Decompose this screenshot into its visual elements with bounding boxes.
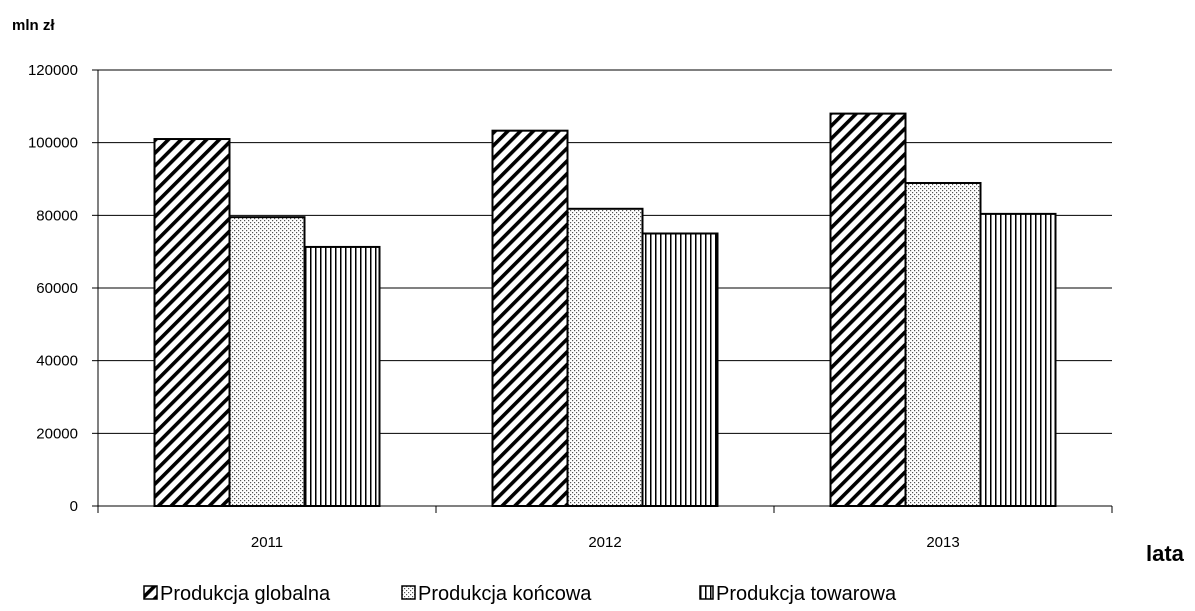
x-axis-ticks: 2011 2012 2013 bbox=[97, 506, 1113, 551]
bar-diagonal-hatch-2012 bbox=[491, 129, 569, 507]
bar-dotted-2013 bbox=[904, 181, 982, 507]
y-tick-label: 80000 bbox=[36, 207, 78, 224]
axes bbox=[97, 70, 1112, 507]
legend-label: Produkcja globalna bbox=[160, 583, 331, 605]
legend-swatch-dotted bbox=[401, 585, 416, 600]
legend-swatch-vertical-lines bbox=[699, 585, 714, 600]
legend-label: Produkcja końcowa bbox=[418, 583, 592, 605]
bars bbox=[153, 112, 1057, 508]
y-tick-label: 120000 bbox=[28, 62, 78, 79]
y-tick-label: 40000 bbox=[36, 353, 78, 370]
y-tick-label: 0 bbox=[70, 498, 78, 515]
legend-swatch-diagonal-hatch bbox=[143, 585, 158, 600]
bar-dotted-2011 bbox=[228, 216, 306, 507]
x-tick-label: 2012 bbox=[588, 534, 621, 551]
bar-vertical-lines-2013 bbox=[979, 212, 1057, 507]
bar-vertical-lines-2011 bbox=[303, 245, 381, 507]
bar-dotted-2012 bbox=[566, 207, 644, 507]
y-axis-ticks: 0 20000 40000 60000 80000 100000 120000 bbox=[28, 62, 98, 515]
legend: Produkcja globalna Produkcja końcowa Produ… bbox=[143, 583, 897, 605]
y-tick-label: 60000 bbox=[36, 280, 78, 297]
bar-vertical-lines-2012 bbox=[641, 232, 719, 507]
x-axis-title: lata bbox=[1146, 541, 1185, 566]
x-tick-label: 2011 bbox=[251, 534, 283, 551]
bar-diagonal-hatch-2011 bbox=[153, 138, 231, 508]
bar-diagonal-hatch-2013 bbox=[829, 112, 907, 507]
y-axis-title: mln zł bbox=[12, 17, 55, 34]
y-tick-label: 100000 bbox=[28, 135, 78, 152]
legend-label: Produkcja towarowa bbox=[716, 583, 897, 605]
y-tick-label: 20000 bbox=[36, 425, 78, 442]
x-tick-label: 2013 bbox=[926, 534, 959, 551]
